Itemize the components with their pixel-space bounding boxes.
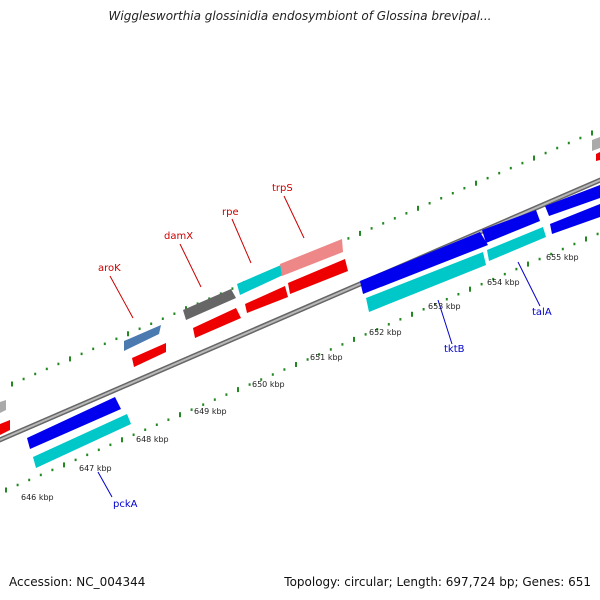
reverse-strand-features — [0, 137, 600, 435]
gene-label-rpe[interactable]: rpe — [222, 207, 239, 218]
gene-label-damx[interactable]: damX — [164, 231, 193, 242]
feature-left-edge-gray[interactable] — [0, 400, 6, 413]
scale-label: 649 kbp — [194, 407, 227, 416]
bottom-gene-labels: pckA tktB talA — [113, 307, 552, 510]
gene-label-tala[interactable]: talA — [532, 307, 552, 318]
gene-label-arok[interactable]: aroK — [98, 263, 121, 274]
feature-right-edge-red[interactable] — [596, 152, 600, 161]
scale-label: 653 kbp — [428, 302, 461, 311]
feature-right-edge-gray[interactable] — [592, 137, 600, 151]
top-gene-labels: aroK damX rpe trpS — [98, 183, 293, 274]
gene-label-pcka[interactable]: pckA — [113, 499, 138, 510]
map-title: Wigglesworthia glossinidia endosymbiont … — [108, 9, 492, 23]
genome-summary-text: Topology: circular; Length: 697,724 bp; … — [284, 575, 591, 589]
scale-label: 648 kbp — [136, 435, 169, 444]
scale-label: 650 kbp — [252, 380, 285, 389]
scale-labels: 646 kbp 647 kbp 648 kbp 649 kbp 650 kbp … — [21, 253, 579, 502]
feature-damx-rna[interactable] — [193, 308, 241, 338]
feature-rpe-rna[interactable] — [245, 286, 288, 313]
genome-backbone — [0, 177, 600, 443]
feature-arok-rna[interactable] — [132, 343, 166, 367]
scale-label: 646 kbp — [21, 493, 54, 502]
scale-label: 654 kbp — [487, 278, 520, 287]
feature-right-cds[interactable] — [545, 185, 600, 216]
lower-tick-track — [5, 232, 599, 493]
scale-label: 651 kbp — [310, 353, 343, 362]
gene-label-tktb[interactable]: tktB — [444, 344, 465, 355]
feature-rpe[interactable] — [237, 265, 283, 295]
feature-tktb[interactable] — [366, 252, 486, 312]
scale-label: 655 kbp — [546, 253, 579, 262]
feature-right-cds-2[interactable] — [550, 204, 600, 234]
feature-arok[interactable] — [124, 325, 161, 351]
scale-label: 647 kbp — [79, 464, 112, 473]
forward-strand-features — [27, 185, 600, 468]
feature-pcka-rna[interactable] — [33, 414, 131, 468]
accession-text: Accession: NC_004344 — [9, 575, 146, 589]
feature-tala-cds[interactable] — [482, 210, 540, 243]
gene-label-trps[interactable]: trpS — [272, 183, 293, 194]
feature-left-edge[interactable] — [0, 420, 10, 435]
feature-tktb-cds[interactable] — [360, 232, 488, 294]
feature-tala[interactable] — [487, 227, 546, 261]
feature-trps[interactable] — [280, 239, 343, 276]
feature-trps-rna[interactable] — [288, 259, 348, 294]
scale-label: 652 kbp — [369, 328, 402, 337]
feature-damx[interactable] — [183, 289, 236, 320]
feature-pcka[interactable] — [27, 397, 121, 449]
label-leaders — [97, 195, 541, 498]
